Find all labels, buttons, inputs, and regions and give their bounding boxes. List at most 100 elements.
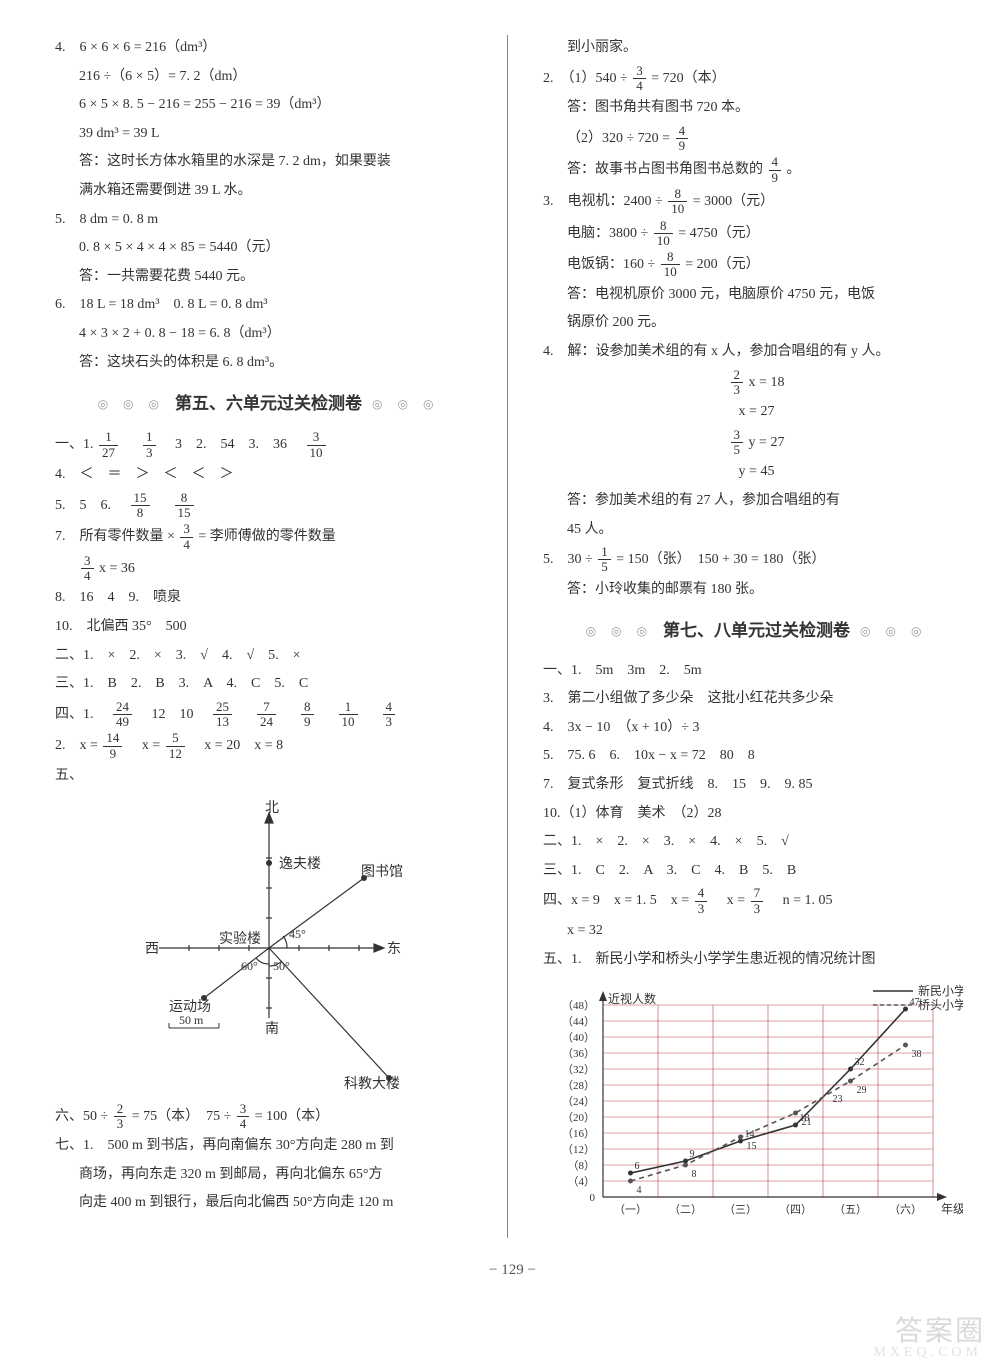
svg-text:29: 29	[857, 1085, 867, 1096]
fraction: 43	[383, 700, 396, 730]
svg-text:50°: 50°	[273, 959, 290, 973]
text: 五、	[55, 763, 482, 790]
svg-text:逸夫楼: 逸夫楼	[279, 856, 321, 872]
fraction: 815	[175, 491, 194, 521]
text: 向走 400 m 到银行，最后向北偏西 50°方向走 120 m	[55, 1190, 482, 1217]
svg-text:（16）: （16）	[562, 1127, 595, 1140]
txt: x =	[713, 893, 749, 908]
decor-dots: ◎ ◎ ◎	[586, 620, 653, 643]
txt: 四、x = 9 x = 1. 5 x =	[543, 893, 693, 908]
fraction: 2513	[213, 700, 232, 730]
svg-text:32: 32	[855, 1057, 865, 1068]
text: 45 人。	[543, 517, 970, 544]
text: 七、1. 500 m 到书店，再向南偏东 30°方向走 280 m 到	[55, 1133, 482, 1160]
page-columns: 4. 6 × 6 × 6 = 216（dm³） 216 ÷（6 × 5）= 7.…	[55, 35, 970, 1238]
txt: = 200（元）	[685, 257, 759, 272]
svg-text:东: 东	[387, 941, 401, 957]
fraction: 23	[114, 1102, 127, 1132]
text: 23 x = 18	[543, 368, 970, 398]
text: 7. 所有零件数量 × 34 = 李师傅做的零件数量	[55, 522, 482, 552]
svg-text:图书馆: 图书馆	[361, 864, 403, 880]
header-title: 第五、六单元过关检测卷	[175, 388, 362, 420]
text: 答：小玲收集的邮票有 180 张。	[543, 577, 970, 604]
fraction: 34	[81, 554, 94, 584]
text: 答：故事书占图书角图书总数的 49 。	[543, 155, 970, 185]
svg-text:（二）: （二）	[669, 1203, 702, 1216]
txt: = 720（本）	[651, 71, 725, 86]
fraction: 49	[769, 155, 782, 185]
fraction: 34	[237, 1102, 250, 1132]
text: 答：这时长方体水箱里的水深是 7. 2 dm，如果要装	[55, 149, 482, 176]
txt: = 4750（元）	[678, 226, 759, 241]
txt: = 150（张） 150 + 30 = 180（张）	[616, 552, 825, 567]
page-number: − 129 −	[55, 1256, 970, 1285]
text: 电脑：3800 ÷ 810 = 4750（元）	[543, 219, 970, 249]
fraction: 13	[143, 430, 156, 460]
svg-text:47: 47	[910, 997, 920, 1008]
svg-text:0: 0	[590, 1192, 596, 1204]
text: 3. 第二小组做了多少朵 这批小红花共多少朵	[543, 686, 970, 713]
svg-text:（20）: （20）	[562, 1111, 595, 1124]
svg-text:近视人数: 近视人数	[608, 991, 656, 1006]
fraction: 2449	[113, 700, 132, 730]
header-title: 第七、八单元过关检测卷	[663, 615, 850, 647]
svg-text:（24）: （24）	[562, 1095, 595, 1108]
txt: = 3000（元）	[693, 194, 774, 209]
text: 六、50 ÷ 23 = 75（本） 75 ÷ 34 = 100（本）	[55, 1102, 482, 1132]
svg-text:北: 北	[265, 800, 279, 816]
fraction: 73	[751, 886, 764, 916]
fraction: 810	[661, 250, 680, 280]
svg-text:（一）: （一）	[614, 1203, 647, 1216]
fraction: 810	[668, 187, 687, 217]
txt: 5. 5 6.	[55, 498, 125, 513]
svg-text:实验楼: 实验楼	[219, 931, 261, 947]
svg-text:（4）: （4）	[568, 1175, 596, 1188]
fraction: 15	[598, 545, 611, 575]
txt: （2）320 ÷ 720 =	[567, 131, 674, 146]
svg-text:50 m: 50 m	[179, 1013, 204, 1027]
txt: x = 20 x = 8	[190, 738, 283, 753]
text: （2）320 ÷ 720 = 49	[543, 124, 970, 154]
svg-text:南: 南	[265, 1021, 279, 1037]
svg-text:45°: 45°	[289, 927, 306, 941]
direction-diagram: 北 南 东 西 实验楼 逸夫楼 图书馆 运动场 科教大楼 45° 60° 50°…	[129, 798, 409, 1098]
text: 商场，再向东走 320 m 到邮局，再向北偏东 65°方	[55, 1162, 482, 1189]
fraction: 127	[99, 430, 118, 460]
txt: 。	[787, 162, 801, 177]
text: 2. （1）540 ÷ 34 = 720（本）	[543, 64, 970, 94]
text: 答：图书角共有图书 720 本。	[543, 95, 970, 122]
svg-text:4: 4	[637, 1185, 642, 1196]
text: 5. 75. 6 6. 10x − x = 72 80 8	[543, 743, 970, 770]
fraction: 310	[307, 430, 326, 460]
svg-text:21: 21	[802, 1117, 812, 1128]
text: 5. 30 ÷ 15 = 150（张） 150 + 30 = 180（张）	[543, 545, 970, 575]
right-column: 到小丽家。 2. （1）540 ÷ 34 = 720（本） 答：图书角共有图书 …	[538, 35, 970, 1238]
txt: 7. 所有零件数量 ×	[55, 529, 178, 544]
svg-text:年级: 年级	[941, 1202, 963, 1216]
text: 答：电视机原价 3000 元，电脑原价 4750 元，电饭	[543, 282, 970, 309]
txt: = 100（本）	[255, 1109, 329, 1124]
svg-text:（32）: （32）	[562, 1063, 595, 1076]
svg-text:（三）: （三）	[724, 1203, 757, 1216]
chart-svg: （4）（8）（12）（16）（20）（24）（28）（32）（36）（40）（4…	[543, 977, 963, 1227]
svg-text:（48）: （48）	[562, 999, 595, 1012]
text: 答：参加美术组的有 27 人，参加合唱组的有	[543, 488, 970, 515]
text: 5. 8 dm = 0. 8 m	[55, 207, 482, 234]
svg-text:西: 西	[145, 942, 159, 957]
text: 5. 5 6. 158 815	[55, 491, 482, 521]
txt: 3 2. 54 3. 36	[161, 437, 301, 452]
svg-text:（36）: （36）	[562, 1047, 595, 1060]
section-header-78: ◎ ◎ ◎ 第七、八单元过关检测卷 ◎ ◎ ◎	[543, 615, 970, 647]
text: x = 27	[543, 399, 970, 426]
svg-text:（28）: （28）	[562, 1079, 595, 1092]
text: 锅原价 200 元。	[543, 310, 970, 337]
left-column: 4. 6 × 6 × 6 = 216（dm³） 216 ÷（6 × 5）= 7.…	[55, 35, 508, 1238]
text: 三、1. C 2. A 3. C 4. B 5. B	[543, 858, 970, 885]
txt: 5. 30 ÷	[543, 552, 596, 567]
txt: n = 1. 05	[769, 893, 833, 908]
myopia-chart: （4）（8）（12）（16）（20）（24）（28）（32）（36）（40）（4…	[543, 977, 963, 1238]
text: 四、1. 2449 12 10 2513 724 89 110 43	[55, 700, 482, 730]
decor-dots: ◎ ◎ ◎	[860, 620, 927, 643]
text: 三、1. B 2. B 3. A 4. C 5. C	[55, 671, 482, 698]
decor-dots: ◎ ◎ ◎	[98, 393, 165, 416]
